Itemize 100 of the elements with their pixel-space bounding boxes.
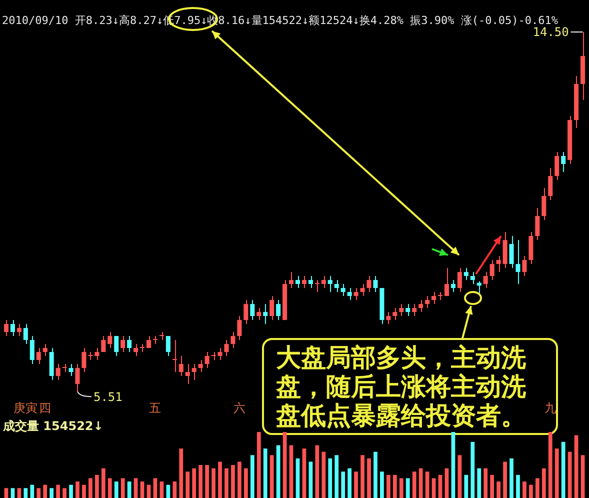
bar [172,482,177,498]
candlestick [185,364,190,384]
bar [568,452,572,498]
bar [464,474,468,498]
candlestick [502,232,508,268]
candlestick [230,332,236,348]
candlestick [406,304,410,316]
bar [192,468,196,498]
bar [127,482,132,498]
candlestick [354,288,358,300]
candlestick [554,152,560,180]
candlestick [334,280,339,292]
bar [69,484,73,498]
candlestick [276,300,281,320]
bar [432,478,436,498]
candlestick [373,276,378,292]
candlestick [528,232,534,264]
bar [354,472,358,498]
bar [198,465,203,498]
bar [289,445,294,498]
candlestick [444,268,449,296]
candlestick [288,272,294,288]
candlestick [295,276,300,288]
candlestick [244,300,248,324]
bar [250,455,254,498]
annotation: 14.50 [532,25,569,39]
bar [276,445,280,498]
x-tick-label: 九 [544,400,556,415]
candlestick [542,188,546,220]
candlestick [30,336,34,364]
bar [94,474,99,498]
candlestick [127,336,132,352]
candlestick [432,292,436,304]
bar [263,448,268,498]
bar [302,448,306,498]
candlestick [101,336,106,352]
candlestick [561,152,566,172]
bar [406,478,410,498]
candlestick [347,288,352,300]
bar [160,482,164,498]
bar [179,448,184,498]
candlestick [302,276,306,288]
bar [425,472,430,498]
candlestick [68,364,74,376]
candlestick [178,356,184,376]
bar [496,482,500,498]
candlestick [516,240,520,284]
bar [120,478,125,498]
bar [535,478,540,498]
candlestick [399,304,404,316]
bar [328,458,332,498]
candlestick [16,324,22,336]
bar [101,468,106,498]
bar [580,455,585,498]
candlestick [483,272,488,288]
bar [134,478,138,498]
candlestick [270,296,274,320]
bar [4,488,8,498]
candlestick [256,308,262,320]
candlestick [548,168,553,200]
bar [224,468,228,498]
candlestick [75,364,80,392]
candlestick [470,272,475,284]
bar [24,488,28,498]
candlestick [522,256,527,276]
candlestick [192,364,196,380]
bar [484,468,488,498]
bar [348,468,352,498]
bar [418,468,423,498]
bar [10,488,15,498]
candlestick [56,364,60,380]
candlestick [94,348,100,360]
candlestick [314,280,320,292]
bar [458,455,462,498]
candlestick [340,284,346,296]
bar [516,474,520,498]
candlestick [49,348,54,380]
candlestick [457,268,462,292]
candlestick [425,296,430,308]
bar [82,484,86,498]
candlestick [36,348,41,364]
bar [341,472,346,498]
bar [334,455,339,498]
candlestick [450,280,456,292]
candlestick [263,304,268,324]
bar [503,462,507,498]
bar [140,482,144,498]
bar [218,462,222,498]
bar [470,442,475,498]
candlestick [204,352,210,368]
bar [510,458,514,498]
candlestick [224,340,229,356]
bar [76,482,80,498]
bar [528,484,533,498]
bar [360,455,364,498]
candlestick [120,336,126,352]
bar [380,472,384,498]
bar [438,474,442,498]
bar [56,484,60,498]
annotation: 大盘局部多头，主动洗盘，随后上涨将主动洗盘低点暴露给投资者。 [276,343,526,430]
